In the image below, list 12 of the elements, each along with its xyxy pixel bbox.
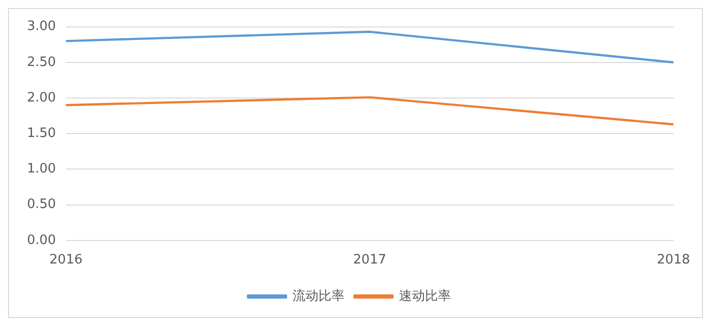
y-tick-label: 0.00 <box>26 232 56 248</box>
y-tick-label: 1.00 <box>26 162 56 177</box>
legend-label: 速动比率 <box>399 288 451 304</box>
legend-label: 流动比率 <box>292 288 344 304</box>
y-tick-label: 2.50 <box>26 54 56 70</box>
x-tick-label: 2018 <box>656 252 690 268</box>
y-tick-label: 0.50 <box>26 197 56 212</box>
y-tick-label: 3.00 <box>26 19 56 34</box>
x-tick-label: 2016 <box>49 252 82 268</box>
y-tick-label: 1.50 <box>26 126 56 141</box>
y-tick-label: 2.00 <box>26 90 56 106</box>
x-tick-label: 2017 <box>353 252 386 268</box>
